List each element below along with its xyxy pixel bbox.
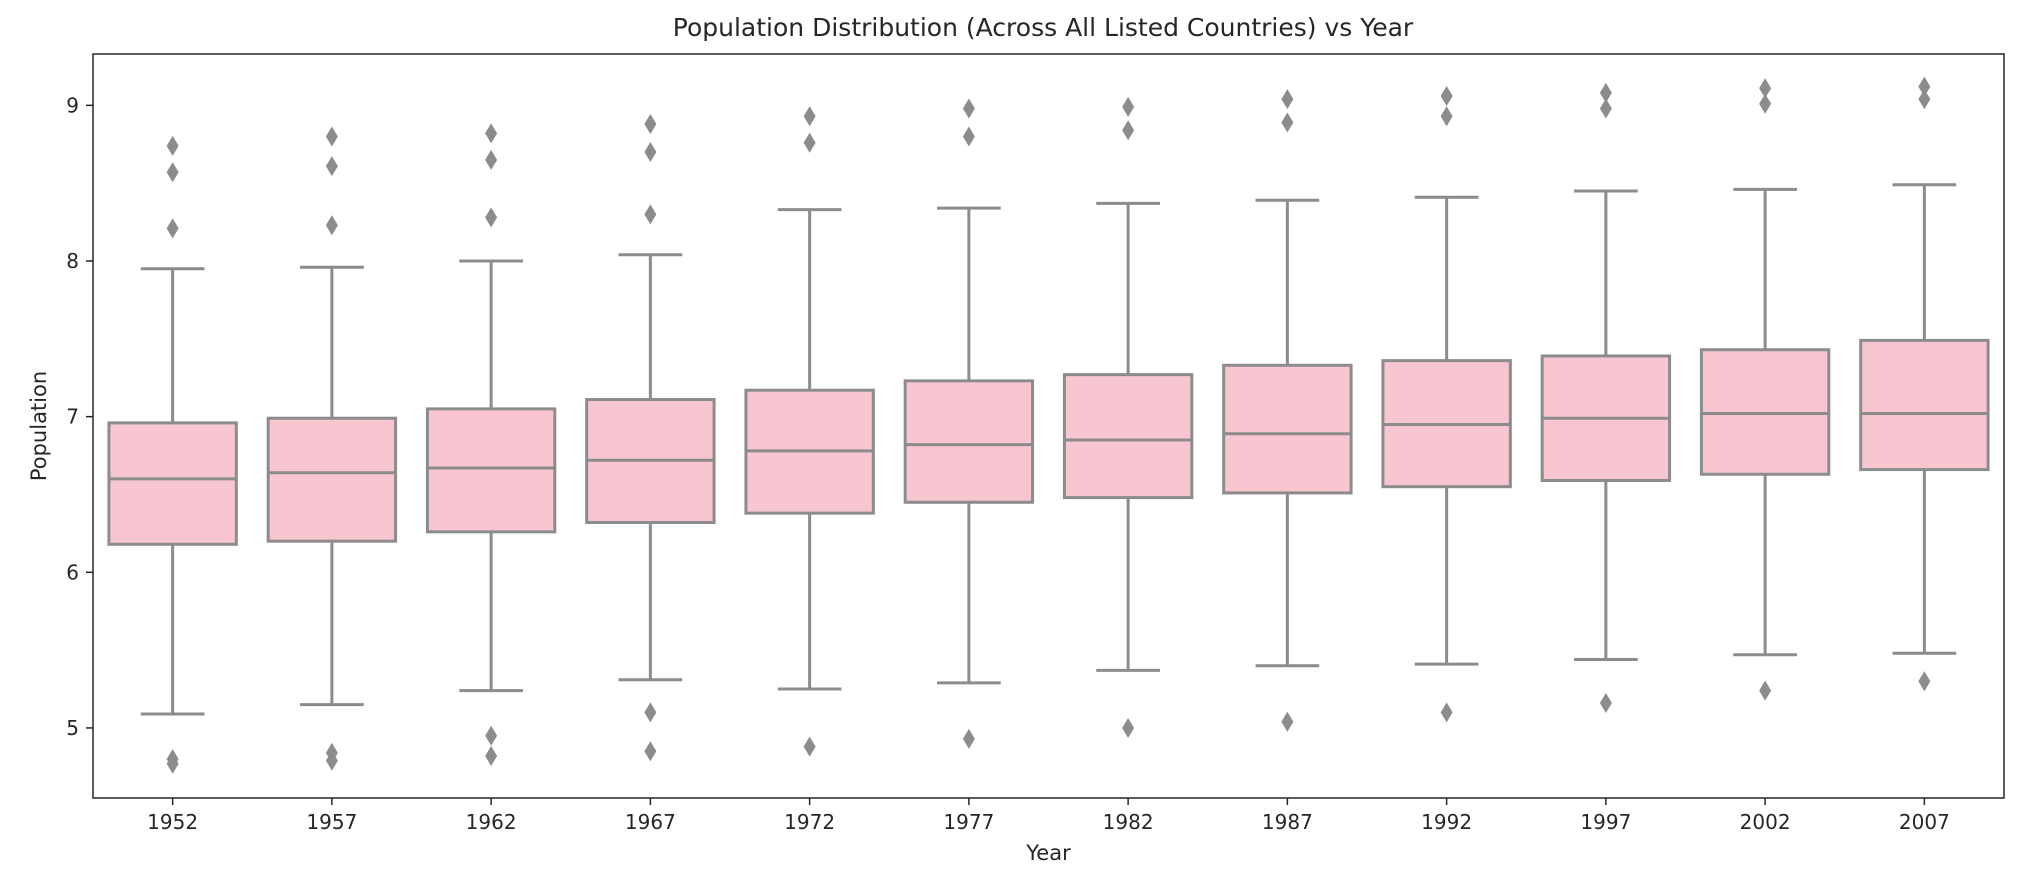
outlier-point (803, 132, 816, 153)
x-tick-label: 1977 (943, 810, 994, 834)
box-iqr (107, 421, 238, 546)
y-tick-label: 8 (66, 249, 79, 273)
box-1982 (1062, 96, 1194, 738)
chart-title: Population Distribution (Across All List… (673, 13, 1414, 42)
outlier-point (325, 156, 338, 177)
outlier-point (325, 126, 338, 147)
box-1992 (1381, 86, 1512, 723)
box-iqr (425, 407, 557, 534)
outlier-point (962, 126, 975, 147)
outlier-point (1440, 702, 1453, 723)
y-axis: 5 6 7 8 9 (66, 93, 93, 740)
outlier-point (1281, 89, 1294, 110)
x-tick-label: 1957 (306, 810, 357, 834)
box-iqr (1222, 363, 1353, 495)
outlier-point (166, 162, 179, 183)
outlier-point (166, 749, 179, 770)
box-1977 (903, 98, 1035, 749)
outlier-point (1599, 82, 1612, 103)
x-tick-label: 1972 (784, 810, 835, 834)
outlier-point (485, 745, 498, 766)
box-1972 (744, 106, 875, 757)
outlier-point (644, 114, 657, 135)
plot-area (107, 76, 1990, 774)
outlier-point (1599, 98, 1612, 119)
x-axis: 1952 1957 1962 1967 1972 1977 1982 1987 1992 1997… (147, 798, 1950, 834)
box-iqr (903, 379, 1035, 504)
outlier-point (644, 142, 657, 163)
outlier-point (644, 741, 657, 762)
outlier-point (485, 207, 498, 228)
x-tick-label: 1992 (1421, 810, 1472, 834)
outlier-point (1281, 112, 1294, 133)
outlier-point (1281, 711, 1294, 732)
outlier-point (1122, 96, 1135, 117)
outlier-point (325, 215, 338, 236)
box-iqr (1859, 338, 1990, 472)
box-2002 (1699, 78, 1831, 701)
x-tick-label: 1982 (1103, 810, 1154, 834)
outlier-point (166, 218, 179, 239)
x-tick-label: 1962 (466, 810, 517, 834)
box-iqr (1699, 348, 1831, 476)
box-1952 (107, 135, 238, 774)
box-1987 (1222, 89, 1353, 732)
outlier-point (1918, 671, 1931, 692)
box-iqr (1062, 373, 1194, 500)
y-tick-label: 7 (66, 405, 79, 429)
box-2007 (1859, 76, 1990, 692)
y-tick-label: 9 (66, 93, 79, 117)
outlier-point (1599, 693, 1612, 714)
outlier-point (803, 106, 816, 127)
outlier-point (962, 98, 975, 119)
outlier-point (485, 149, 498, 170)
x-tick-label: 1997 (1580, 810, 1631, 834)
plot-frame (92, 53, 2005, 799)
y-tick-label: 5 (66, 716, 79, 740)
outlier-point (1759, 93, 1772, 114)
x-tick-label: 1952 (147, 810, 198, 834)
outlier-point (1918, 76, 1931, 97)
outlier-point (1759, 680, 1772, 701)
outlier-point (644, 204, 657, 225)
outlier-point (1918, 89, 1931, 110)
outlier-point (1440, 106, 1453, 127)
outlier-point (962, 728, 975, 749)
x-tick-label: 2002 (1740, 810, 1791, 834)
box-1967 (585, 114, 716, 762)
y-axis-title: Population (27, 371, 51, 481)
outlier-point (803, 736, 816, 757)
outlier-point (485, 725, 498, 746)
box-1997 (1540, 82, 1672, 714)
outlier-point (644, 702, 657, 723)
x-axis-title: Year (1025, 841, 1071, 865)
x-tick-label: 1967 (625, 810, 676, 834)
outlier-point (325, 742, 338, 763)
box-1962 (425, 123, 557, 766)
box-iqr (266, 416, 398, 543)
box-1957 (266, 126, 398, 771)
outlier-point (1122, 717, 1135, 738)
outlier-point (1440, 86, 1453, 107)
outlier-point (1122, 120, 1135, 141)
outlier-point (485, 123, 498, 144)
y-tick-label: 6 (66, 560, 79, 584)
x-tick-label: 1987 (1262, 810, 1313, 834)
outlier-point (1759, 78, 1772, 99)
outlier-point (166, 135, 179, 156)
x-tick-label: 2007 (1899, 810, 1950, 834)
